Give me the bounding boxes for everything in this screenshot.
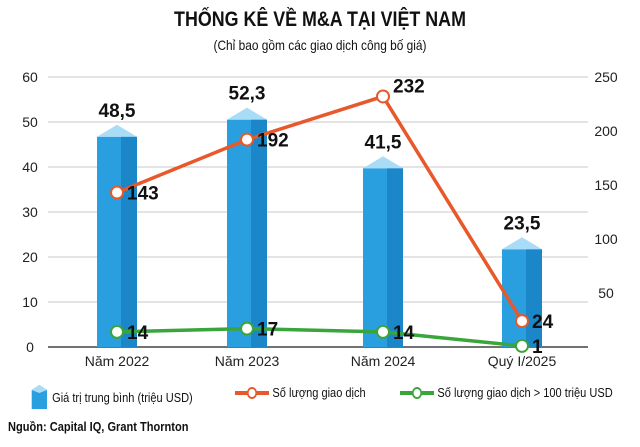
bar-shade <box>251 119 267 348</box>
left-tick-label: 40 <box>22 159 38 175</box>
bar-data-label: 23,5 <box>504 213 541 234</box>
right-tick-label: 200 <box>594 123 618 139</box>
building-bar-icon <box>31 385 47 409</box>
bar-shade <box>526 249 542 347</box>
bar-cap <box>97 124 137 137</box>
legend-label: Số lượng giao dịch > 100 triệu USD <box>437 385 613 400</box>
chart-title: THỐNG KÊ VỀ M&A TẠI VIỆT NAM <box>174 8 466 31</box>
bar-cap <box>227 107 267 120</box>
legend-label: Giá trị trung bình (triệu USD) <box>52 389 193 405</box>
line-data-label: 143 <box>127 184 159 205</box>
left-tick-label: 10 <box>22 294 38 310</box>
bar-data-label: 52,3 <box>229 84 266 105</box>
chart-subtitle: (Chỉ bao gồm các giao dịch công bố giá) <box>213 37 427 53</box>
bar-shade <box>387 168 403 347</box>
left-tick-label: 20 <box>22 249 38 265</box>
line-data-label: 14 <box>393 323 415 344</box>
data-point <box>376 89 390 104</box>
data-point <box>110 324 124 339</box>
data-point <box>110 185 124 200</box>
bar-data-label: 41,5 <box>365 132 402 153</box>
left-tick-label: 50 <box>22 114 38 130</box>
bar-data-label: 48,5 <box>99 101 136 122</box>
bar-cap <box>502 237 542 250</box>
source-note: Nguồn: Capital IQ, Grant Thornton <box>8 419 189 434</box>
data-point <box>515 314 529 329</box>
legend-item-deals: Số lượng giao dịch <box>235 385 366 400</box>
x-tick-label: Năm 2023 <box>215 353 280 369</box>
legend-item-large-deals: Số lượng giao dịch > 100 triệu USD <box>400 385 613 400</box>
x-tick-label: Quý I/2025 <box>488 353 557 369</box>
line-data-label: 1 <box>532 337 543 358</box>
line-data-label: 232 <box>393 76 425 97</box>
data-point <box>240 321 254 336</box>
series-line <box>116 94 524 323</box>
left-tick-label: 60 <box>22 69 38 85</box>
left-tick-label: 0 <box>26 339 34 355</box>
line-data-label: 192 <box>257 131 289 152</box>
data-point <box>376 324 390 339</box>
data-point <box>515 338 529 353</box>
orange-line-marker-icon <box>235 386 269 399</box>
line-data-label: 24 <box>532 312 554 333</box>
right-tick-label: 250 <box>594 69 618 85</box>
series-line <box>116 326 523 348</box>
legend-label: Số lượng giao dịch <box>272 385 366 400</box>
x-tick-label: Năm 2024 <box>351 353 416 369</box>
right-tick-label: 50 <box>598 285 614 301</box>
data-point <box>240 132 254 147</box>
bar-cap <box>363 156 403 169</box>
bar-shade <box>121 136 137 347</box>
line-data-label: 17 <box>257 320 278 341</box>
right-tick-label: 150 <box>594 177 618 193</box>
left-tick-label: 30 <box>22 204 38 220</box>
x-tick-label: Năm 2022 <box>85 353 150 369</box>
legend-item-bar: Giá trị trung bình (triệu USD) <box>30 385 193 409</box>
green-line-marker-icon <box>400 386 434 399</box>
right-tick-label: 100 <box>594 231 618 247</box>
line-data-label: 14 <box>127 323 149 344</box>
